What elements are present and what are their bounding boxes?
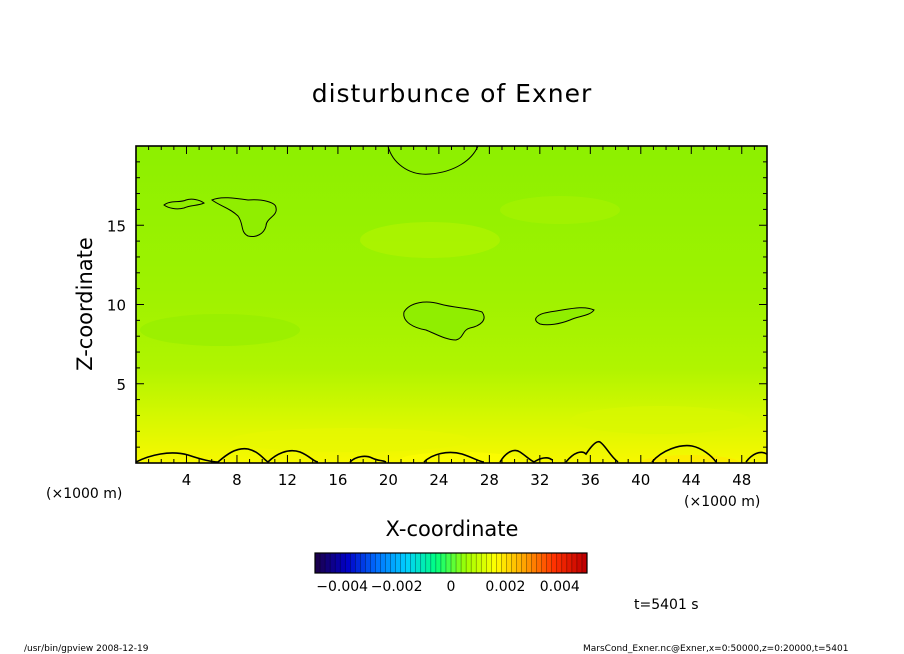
colorbar-cell [566, 553, 573, 573]
colorbar-cell [335, 553, 341, 573]
colorbar-cell [395, 553, 402, 573]
colorbar-cell [390, 553, 396, 573]
colorbar-cell [546, 553, 553, 573]
colorbar [314, 553, 588, 573]
colorbar-cell [320, 553, 326, 573]
y-axis-label: Z-coordinate [73, 237, 97, 371]
contour-line [535, 307, 595, 326]
colorbar-cell [576, 553, 583, 573]
colorbar-cell [521, 553, 527, 573]
colorbar-cell [536, 553, 543, 573]
x-tick-label: 4 [182, 471, 192, 489]
contour-line [211, 197, 277, 237]
colorbar-cell [440, 553, 447, 573]
y-tick-labels: 5 10 15 [107, 217, 126, 394]
colorbar-cell [400, 553, 407, 573]
colorbar-cell [435, 553, 442, 573]
time-label: t=5401 s [634, 597, 699, 613]
colorbar-cell [380, 553, 386, 573]
contour-line [136, 440, 767, 463]
colorbar-cell [325, 553, 331, 573]
colorbar-cell [415, 553, 422, 573]
colorbar-cell [385, 553, 391, 573]
colorbar-cell [375, 553, 381, 573]
colorbar-tick-label: 0 [447, 579, 456, 595]
colorbar-tick-label: 0.002 [485, 579, 525, 595]
x-tick-label: 44 [682, 471, 701, 489]
colorbar-cell [350, 553, 356, 573]
colorbar-tick-label: −0.004 [316, 579, 368, 595]
contour-line [163, 198, 205, 210]
colorbar-cell [486, 553, 492, 573]
colorbar-cell [551, 553, 558, 573]
y-tick-label: 5 [116, 376, 126, 394]
colorbar-cell [511, 553, 517, 573]
y-tick-label: 15 [107, 217, 126, 235]
colorbar-cell [365, 553, 371, 573]
colorbar-cell [526, 553, 532, 573]
footer-right: MarsCond_Exner.nc@Exner,x=0:50000,z=0:20… [583, 644, 848, 654]
colorbar-cell [556, 553, 563, 573]
colorbar-cell [360, 553, 366, 573]
colorbar-cell [405, 553, 412, 573]
x-tick-label: 8 [232, 471, 242, 489]
colorbar-cell [451, 553, 457, 573]
x-tick-label: 40 [631, 471, 650, 489]
colorbar-cell [481, 553, 487, 573]
colorbar-cell [425, 553, 432, 573]
chart-title: disturbunce of Exner [312, 79, 593, 108]
x-tick-label: 28 [480, 471, 499, 489]
x-tick-labels: 4 8 12 16 20 24 28 32 36 40 44 48 [182, 471, 752, 489]
colorbar-tick-labels: −0.004 −0.002 0 0.002 0.004 [316, 579, 580, 595]
colorbar-cell [315, 553, 321, 573]
x-unit-label-right: (×1000 m) [684, 494, 760, 510]
heatmap-field [136, 146, 767, 463]
axis-ticks [136, 146, 767, 463]
colorbar-cell [581, 553, 588, 573]
footer-left: /usr/bin/gpview 2008-12-19 [24, 644, 149, 654]
colorbar-cell [531, 553, 538, 573]
colorbar-tick-label: −0.002 [371, 579, 423, 595]
colorbar-cell [561, 553, 568, 573]
x-axis-label: X-coordinate [386, 517, 519, 541]
colorbar-cell [355, 553, 361, 573]
contour-line [387, 146, 479, 175]
contour-line [403, 301, 485, 341]
colorbar-cell [501, 553, 507, 573]
x-tick-label: 32 [530, 471, 549, 489]
colorbar-cell [466, 553, 472, 573]
colorbar-cell [491, 553, 497, 573]
x-tick-label: 16 [328, 471, 347, 489]
colorbar-cell [345, 553, 351, 573]
colorbar-cell [476, 553, 482, 573]
colorbar-cell [340, 553, 346, 573]
colorbar-cell [370, 553, 376, 573]
x-tick-label: 48 [732, 471, 751, 489]
colorbar-cell [330, 553, 336, 573]
colorbar-cell [541, 553, 548, 573]
colorbar-cell [506, 553, 512, 573]
x-tick-label: 12 [278, 471, 297, 489]
colorbar-cell [420, 553, 427, 573]
colorbar-tick-label: 0.004 [540, 579, 580, 595]
x-tick-label: 24 [429, 471, 448, 489]
colorbar-cell [445, 553, 452, 573]
colorbar-cell [496, 553, 502, 573]
colorbar-cell [471, 553, 477, 573]
x-unit-label-left: (×1000 m) [46, 486, 122, 502]
colorbar-cell [456, 553, 462, 573]
colorbar-cell [571, 553, 578, 573]
colorbar-cell [410, 553, 417, 573]
colorbar-cell [461, 553, 467, 573]
colorbar-cell [516, 553, 522, 573]
x-tick-label: 36 [581, 471, 600, 489]
y-tick-label: 10 [107, 297, 126, 315]
colorbar-cell [430, 553, 437, 573]
colorbar-frame [314, 552, 588, 574]
x-tick-label: 20 [379, 471, 398, 489]
